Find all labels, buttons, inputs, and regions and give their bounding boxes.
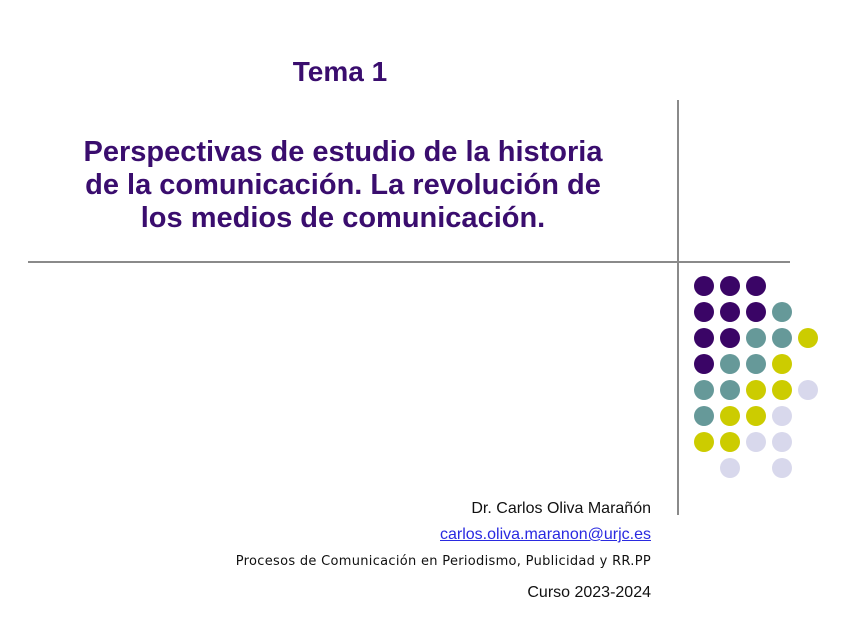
decorative-dot [798, 328, 818, 348]
decorative-dot [720, 380, 740, 400]
author-name: Dr. Carlos Oliva Marañón [471, 500, 651, 517]
decorative-dot [746, 276, 766, 296]
decorative-dot [694, 276, 714, 296]
decorative-dot [720, 302, 740, 322]
decorative-dot [694, 432, 714, 452]
decorative-dot [772, 432, 792, 452]
subtitle-line: de la comunicación. La revolución de [85, 169, 601, 201]
decorative-dot [746, 302, 766, 322]
decorative-dot [772, 406, 792, 426]
decorative-dot [772, 302, 792, 322]
decorative-dot [720, 328, 740, 348]
decorative-dot [694, 302, 714, 322]
decorative-dot [694, 406, 714, 426]
decorative-dot [772, 328, 792, 348]
decorative-dot [772, 458, 792, 478]
decorative-dot [746, 354, 766, 374]
decorative-dot [746, 432, 766, 452]
decorative-dot [694, 354, 714, 374]
slide-title: Tema 1 [292, 56, 388, 87]
decorative-dot [746, 380, 766, 400]
vertical-divider [677, 100, 679, 515]
decorative-dot [720, 458, 740, 478]
decorative-dot [720, 406, 740, 426]
decorative-dot [720, 276, 740, 296]
decorative-dot [746, 406, 766, 426]
decorative-dot [694, 380, 714, 400]
decorative-dot [720, 354, 740, 374]
horizontal-divider [28, 261, 790, 263]
subtitle-line: Perspectivas de estudio de la historia [83, 136, 603, 168]
decorative-dot [746, 328, 766, 348]
email-link[interactable]: carlos.oliva.maranon@urjc.es [440, 526, 651, 543]
academic-year: Curso 2023-2024 [527, 584, 651, 601]
decorative-dot [772, 380, 792, 400]
decorative-dot [798, 380, 818, 400]
subtitle-line: los medios de comunicación. [140, 202, 546, 234]
slide-subtitle: Perspectivas de estudio de la historia d… [28, 136, 658, 235]
course-name: Procesos de Comunicación en Periodismo, … [235, 554, 651, 569]
decorative-dot [772, 354, 792, 374]
decorative-dot [720, 432, 740, 452]
decorative-dot [694, 328, 714, 348]
